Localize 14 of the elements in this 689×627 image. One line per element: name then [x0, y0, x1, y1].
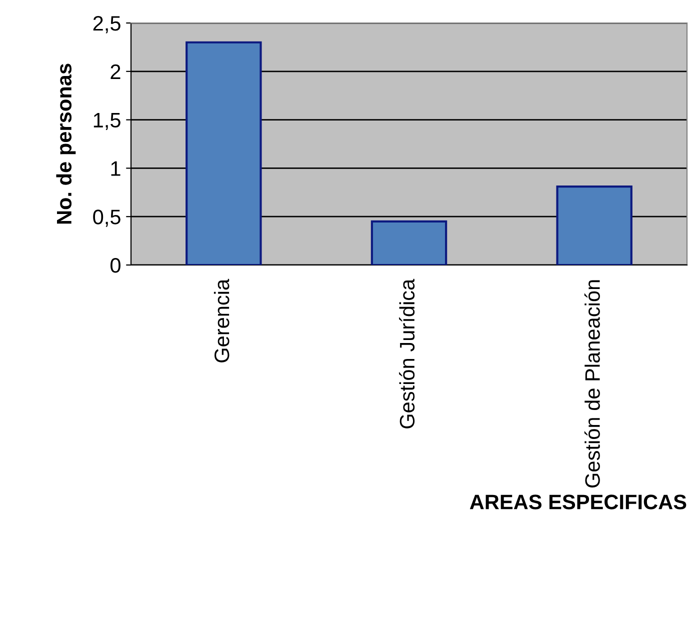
y-axis-title: No. de personas: [56, 64, 76, 224]
y-tick-label: 2: [110, 64, 120, 79]
x-axis-title: AREAS ESPECIFICAS: [470, 494, 686, 510]
x-tick-label: Gestión Jurídica: [399, 278, 415, 428]
y-tick-label: 2,5: [93, 16, 120, 34]
y-tick-label: 1,5: [94, 113, 120, 130]
y-tick-label: 0,5: [93, 210, 120, 227]
y-tick-label: 1: [111, 161, 120, 176]
x-tick-label: Gerencia: [214, 278, 230, 362]
bar: [556, 186, 632, 265]
x-tick-label: Gestión de Planeación: [584, 280, 600, 488]
bar: [370, 220, 448, 265]
bar: [186, 41, 262, 265]
y-tick-label: 0: [110, 258, 120, 273]
